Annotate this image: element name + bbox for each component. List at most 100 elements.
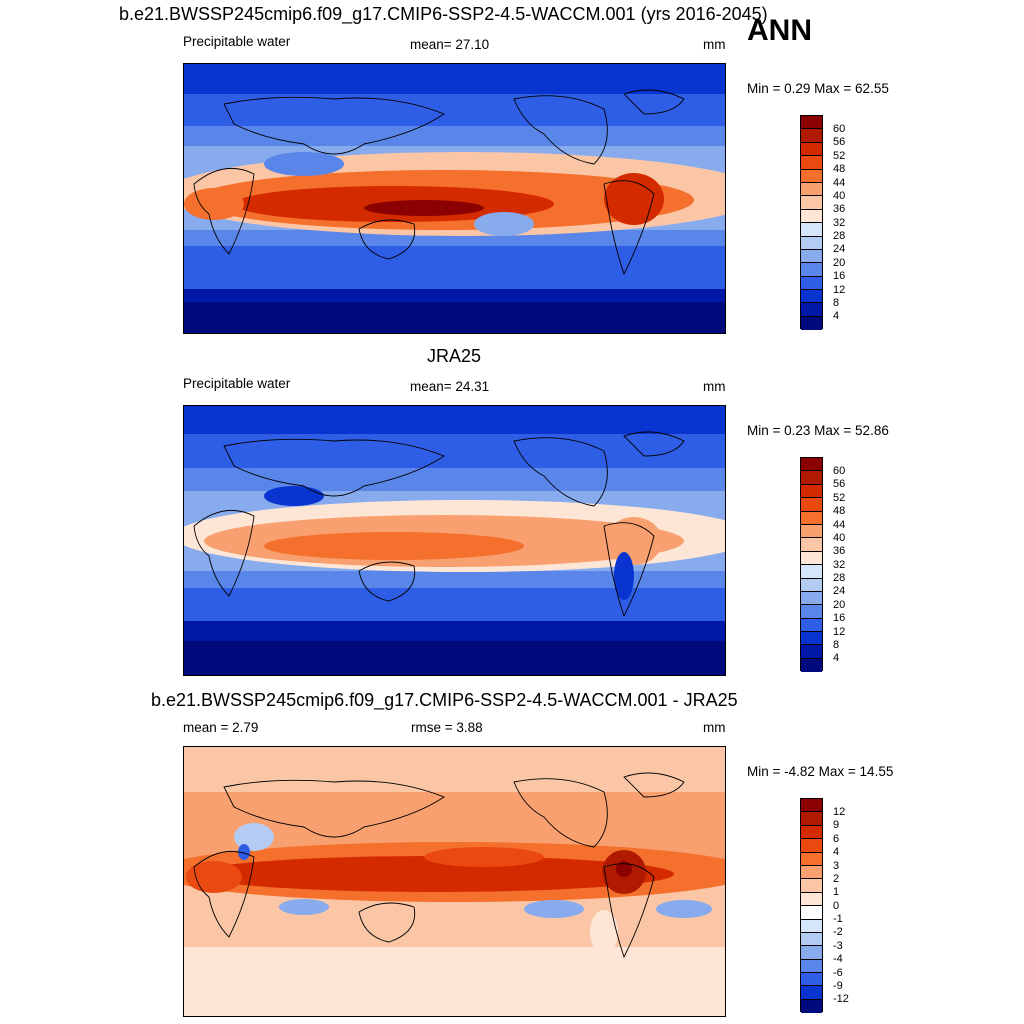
colorbar-bin — [801, 471, 822, 485]
colorbar-bin — [801, 799, 822, 813]
colorbar-bin — [801, 290, 822, 304]
colorbar-bin — [801, 839, 822, 853]
colorbar-bin — [801, 484, 822, 499]
colorbar-tick: 4 — [833, 652, 840, 664]
colorbar-tick: 56 — [833, 478, 846, 490]
panel-3-title: b.e21.BWSSP245cmip6.f09_g17.CMIP6-SSP2-4… — [151, 690, 738, 710]
colorbar-bin — [801, 129, 822, 143]
colorbar-bin — [801, 605, 822, 619]
colorbar-bin — [801, 879, 822, 893]
colorbar-tick: 16 — [833, 612, 846, 624]
panel-3-colorbar — [800, 798, 823, 1014]
colorbar-bin — [801, 236, 822, 250]
colorbar-bin — [801, 906, 822, 920]
colorbar-tick: 6 — [833, 833, 840, 845]
panel-2-map-field — [184, 406, 725, 675]
colorbar-bin — [801, 458, 822, 472]
panel-2-colorbar — [800, 457, 823, 673]
colorbar-bin — [801, 973, 822, 987]
panel-1-variable-label: Precipitable water — [183, 34, 291, 49]
panel-2-variable-label: Precipitable water — [183, 376, 291, 391]
panel-1-colorbar — [800, 115, 823, 331]
season-label: ANN — [747, 14, 812, 47]
colorbar-tick: -2 — [833, 926, 843, 938]
colorbar-tick: 44 — [833, 519, 846, 531]
colorbar-tick: 60 — [833, 123, 846, 135]
colorbar-tick: 56 — [833, 136, 846, 148]
colorbar-bin — [801, 658, 822, 673]
colorbar-bin — [801, 865, 822, 880]
colorbar-tick: 12 — [833, 284, 846, 296]
colorbar-tick: 20 — [833, 599, 846, 611]
colorbar-tick: -4 — [833, 953, 843, 965]
panel-2-map — [183, 405, 726, 676]
colorbar-bin — [801, 946, 822, 960]
colorbar-bin — [801, 825, 822, 840]
colorbar-bin — [801, 892, 822, 907]
colorbar-bin — [801, 223, 822, 237]
colorbar-tick: 2 — [833, 873, 840, 885]
panel-1-map — [183, 63, 726, 334]
colorbar-bin — [801, 591, 822, 606]
colorbar-bin — [801, 209, 822, 224]
colorbar-tick: -1 — [833, 913, 843, 925]
colorbar-tick: 24 — [833, 585, 846, 597]
panel-1-units: mm — [703, 37, 726, 52]
colorbar-tick: 8 — [833, 297, 840, 309]
colorbar-tick: 28 — [833, 230, 846, 242]
colorbar-bin — [801, 196, 822, 210]
colorbar-tick: 24 — [833, 243, 846, 255]
colorbar-bin — [801, 565, 822, 579]
colorbar-tick: 28 — [833, 572, 846, 584]
colorbar-tick: 32 — [833, 217, 846, 229]
colorbar-tick: 48 — [833, 163, 846, 175]
colorbar-bin — [801, 538, 822, 552]
colorbar-bin — [801, 116, 822, 130]
panel-3-minmax: Min = -4.82 Max = 14.55 — [747, 764, 894, 779]
panel-2-title: JRA25 — [427, 346, 482, 366]
colorbar-bin — [801, 551, 822, 566]
panel-3-map — [183, 746, 726, 1017]
colorbar-bin — [801, 919, 822, 933]
colorbar-tick: -9 — [833, 980, 843, 992]
colorbar-tick: 48 — [833, 505, 846, 517]
colorbar-tick: 40 — [833, 532, 846, 544]
panel-3-rmse-label: rmse = 3.88 — [411, 720, 483, 735]
panel-3-mean-label: mean = 2.79 — [183, 720, 259, 735]
colorbar-tick: 0 — [833, 900, 840, 912]
colorbar-bin — [801, 932, 822, 947]
colorbar-bin — [801, 142, 822, 157]
colorbar-tick: 52 — [833, 492, 846, 504]
colorbar-tick: 40 — [833, 190, 846, 202]
panel-1-title: b.e21.BWSSP245cmip6.f09_g17.CMIP6-SSP2-4… — [119, 4, 768, 24]
colorbar-bin — [801, 852, 822, 866]
colorbar-tick: 3 — [833, 860, 840, 872]
panel-2-mean-label: mean= 24.31 — [410, 379, 490, 394]
colorbar-bin — [801, 645, 822, 659]
colorbar-bin — [801, 303, 822, 317]
colorbar-bin — [801, 959, 822, 974]
colorbar-bin — [801, 632, 822, 646]
colorbar-bin — [801, 511, 822, 525]
colorbar-bin — [801, 169, 822, 183]
colorbar-tick: 60 — [833, 465, 846, 477]
colorbar-tick: 44 — [833, 177, 846, 189]
panel-3-map-field — [184, 747, 725, 1016]
colorbar-bin — [801, 182, 822, 197]
colorbar-tick: 8 — [833, 639, 840, 651]
colorbar-tick: 12 — [833, 806, 846, 818]
colorbar-tick: 52 — [833, 150, 846, 162]
colorbar-bin — [801, 524, 822, 539]
colorbar-tick: 36 — [833, 203, 846, 215]
colorbar-tick: -3 — [833, 940, 843, 952]
colorbar-tick: 36 — [833, 545, 846, 557]
colorbar-bin — [801, 249, 822, 264]
colorbar-bin — [801, 498, 822, 512]
colorbar-bin — [801, 999, 822, 1014]
colorbar-bin — [801, 276, 822, 291]
colorbar-bin — [801, 156, 822, 170]
colorbar-tick: 12 — [833, 626, 846, 638]
colorbar-bin — [801, 578, 822, 592]
colorbar-tick: 32 — [833, 559, 846, 571]
panel-1-minmax: Min = 0.29 Max = 62.55 — [747, 81, 889, 96]
